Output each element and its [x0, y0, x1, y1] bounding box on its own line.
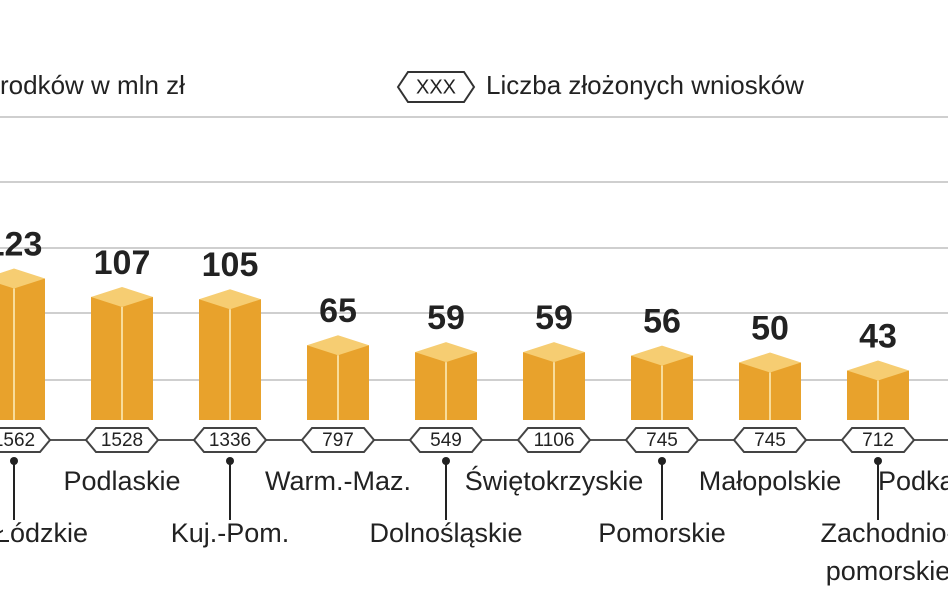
x-tick-label: Łódzkie: [0, 518, 88, 548]
x-tick-label: Podlaskie: [63, 466, 180, 496]
bar-top: [739, 352, 801, 373]
count-label: 745: [754, 430, 786, 451]
x-tick-label: Małopolskie: [699, 466, 842, 496]
value-label: 123: [0, 226, 42, 264]
legend-marker: XXX: [416, 76, 456, 98]
count-hexagon: [192, 427, 268, 453]
x-tick-label: Warm.-Maz.: [265, 466, 411, 496]
x-tick-label: Dolnośląskie: [369, 518, 522, 548]
count-hexagon: [0, 427, 52, 453]
count-hexagon: [300, 427, 376, 453]
bar: [0, 278, 45, 420]
legend-count: Liczba złożonych wniosków: [486, 70, 804, 100]
count-hexagon: [516, 427, 592, 453]
value-label: 65: [319, 292, 357, 330]
count-label: 712: [862, 430, 894, 451]
count-label: 1528: [101, 430, 143, 451]
value-label: 59: [535, 299, 573, 337]
legend-hexagon: [396, 71, 476, 103]
count-label: 549: [430, 430, 462, 451]
x-tick-label: Kuj.-Pom.: [171, 518, 290, 548]
count-label: 797: [322, 430, 354, 451]
value-label: 50: [751, 309, 789, 347]
bar-top: [199, 289, 261, 310]
value-label: 56: [643, 303, 681, 341]
bar-top: [91, 286, 153, 307]
count-label: 1336: [209, 430, 251, 451]
value-label: 59: [427, 299, 465, 337]
legend-value: rodków w mln zł: [0, 70, 185, 100]
bar-top: [847, 360, 909, 381]
count-label: 1106: [534, 430, 575, 451]
count-label: 745: [646, 430, 678, 451]
bar-top: [415, 342, 477, 363]
value-label: 107: [94, 244, 151, 282]
bar-top: [631, 345, 693, 366]
count-hexagon: [840, 427, 916, 453]
bar-top: [0, 268, 45, 289]
bar-top: [307, 335, 369, 356]
count-hexagon: [84, 427, 160, 453]
count-hexagon: [408, 427, 484, 453]
x-tick-label: Pomorskie: [598, 518, 726, 548]
x-tick-label: Świętokrzyskie: [465, 464, 644, 496]
count-hexagon: [732, 427, 808, 453]
value-label: 105: [202, 246, 259, 284]
x-tick-label: Podkarpackie: [878, 466, 948, 496]
bar-top: [523, 342, 585, 363]
value-label: 43: [859, 318, 897, 356]
count-label: 1562: [0, 430, 35, 451]
count-hexagon: [624, 427, 700, 453]
x-tick-label: Zachodnio-pomorskie: [820, 518, 948, 586]
